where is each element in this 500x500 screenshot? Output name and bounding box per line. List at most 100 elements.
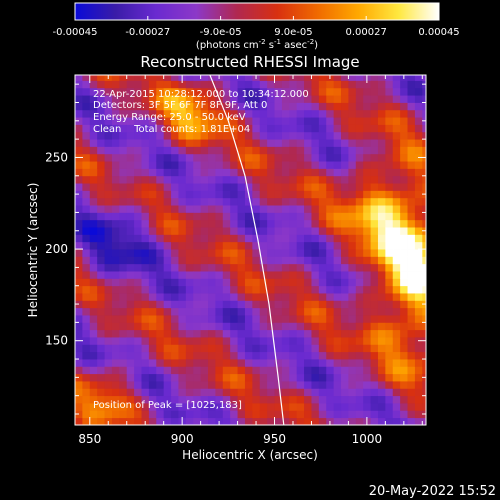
heatmap-cell (200, 285, 209, 294)
heatmap-cell (259, 87, 268, 96)
heatmap-cell (134, 263, 142, 272)
heatmap-cell (370, 395, 379, 404)
heatmap-cell (304, 117, 312, 125)
heatmap-cell (274, 329, 283, 338)
heatmap-cell (134, 146, 142, 155)
heatmap-cell (230, 403, 238, 411)
heatmap-cell (355, 366, 364, 375)
heatmap-cell (296, 124, 305, 133)
heatmap-cell (230, 131, 238, 140)
heatmap-cell (326, 373, 335, 382)
heatmap-cell (163, 95, 172, 103)
heatmap-cell (259, 388, 268, 397)
heatmap-cell (111, 278, 120, 287)
heatmap-cell (422, 381, 426, 389)
heatmap-cell (89, 75, 98, 81)
heatmap-cell (400, 315, 408, 323)
heatmap-cell (82, 417, 91, 425)
heatmap-cell (75, 109, 83, 118)
heatmap-cell (304, 366, 312, 375)
heatmap-cell (259, 109, 268, 118)
heatmap-cell (422, 219, 426, 228)
heatmap-cell (244, 293, 253, 301)
heatmap-cell (111, 322, 120, 331)
heatmap-cell (200, 307, 209, 316)
heatmap-cell (259, 241, 268, 250)
heatmap-cell (385, 344, 394, 353)
heatmap-cell (126, 417, 135, 425)
heatmap-cell (200, 80, 209, 89)
heatmap-cell (333, 337, 342, 345)
heatmap-cell (163, 322, 172, 331)
heatmap-cell (230, 366, 238, 375)
heatmap-cell (126, 139, 135, 147)
heatmap-cell (392, 410, 401, 419)
heatmap-cell (414, 241, 423, 250)
heatmap-cell (244, 227, 253, 235)
heatmap-cell (326, 271, 335, 279)
heatmap-cell (82, 344, 91, 353)
heatmap-cell (400, 300, 408, 309)
heatmap-cell (193, 307, 202, 316)
heatmap-image (75, 75, 426, 425)
heatmap-cell (126, 183, 135, 191)
heatmap-cell (274, 241, 283, 250)
heatmap-cell (237, 307, 246, 316)
heatmap-cell (326, 366, 335, 375)
heatmap-cell (171, 153, 179, 162)
heatmap-cell (230, 219, 238, 228)
heatmap-cell (392, 109, 401, 118)
heatmap-cell (341, 300, 349, 309)
heatmap-cell (274, 139, 283, 147)
heatmap-cell (119, 417, 128, 425)
heatmap-cell (392, 256, 401, 265)
heatmap-cell (318, 256, 327, 265)
heatmap-cell (193, 190, 202, 199)
heatmap-cell (156, 190, 165, 199)
heatmap-cell (392, 285, 401, 294)
heatmap-cell (304, 95, 312, 103)
heatmap-cell (89, 161, 98, 169)
heatmap-cell (355, 168, 364, 177)
heatmap-cell (237, 109, 246, 118)
heatmap-cell (178, 227, 187, 235)
heatmap-cell (230, 241, 238, 250)
heatmap-cell (267, 175, 275, 184)
heatmap-cell (185, 381, 194, 389)
heatmap-cell (244, 175, 253, 184)
heatmap-cell (111, 109, 120, 118)
heatmap-cell (156, 263, 165, 272)
heatmap-cell (326, 403, 335, 411)
heatmap-cell (97, 102, 105, 111)
heatmap-cell (318, 205, 327, 213)
heatmap-cell (289, 161, 298, 169)
heatmap-cell (267, 388, 275, 397)
heatmap-cell (163, 285, 172, 294)
heatmap-cell (363, 190, 371, 199)
heatmap-cell (148, 161, 157, 169)
heatmap-cell (97, 131, 105, 140)
heatmap-cell (82, 322, 91, 331)
heatmap-cell (185, 249, 194, 257)
heatmap-cell (119, 175, 128, 184)
heatmap-cell (281, 395, 290, 404)
heatmap-cell (111, 410, 120, 419)
heatmap-cell (377, 249, 386, 257)
heatmap-cell (289, 197, 298, 206)
heatmap-cell (82, 109, 91, 118)
heatmap-cell (185, 241, 194, 250)
heatmap-cell (237, 256, 246, 265)
heatmap-cell (104, 373, 113, 382)
heatmap-cell (311, 153, 320, 162)
heatmap-cell (311, 329, 320, 338)
heatmap-cell (156, 388, 165, 397)
heatmap-cell (97, 146, 105, 155)
heatmap-cell (126, 109, 135, 118)
heatmap-cell (119, 234, 128, 243)
heatmap-cell (370, 388, 379, 397)
heatmap-cell (178, 381, 187, 389)
heatmap-cell (348, 403, 357, 411)
heatmap-cell (237, 373, 246, 382)
heatmap-cell (274, 131, 283, 140)
